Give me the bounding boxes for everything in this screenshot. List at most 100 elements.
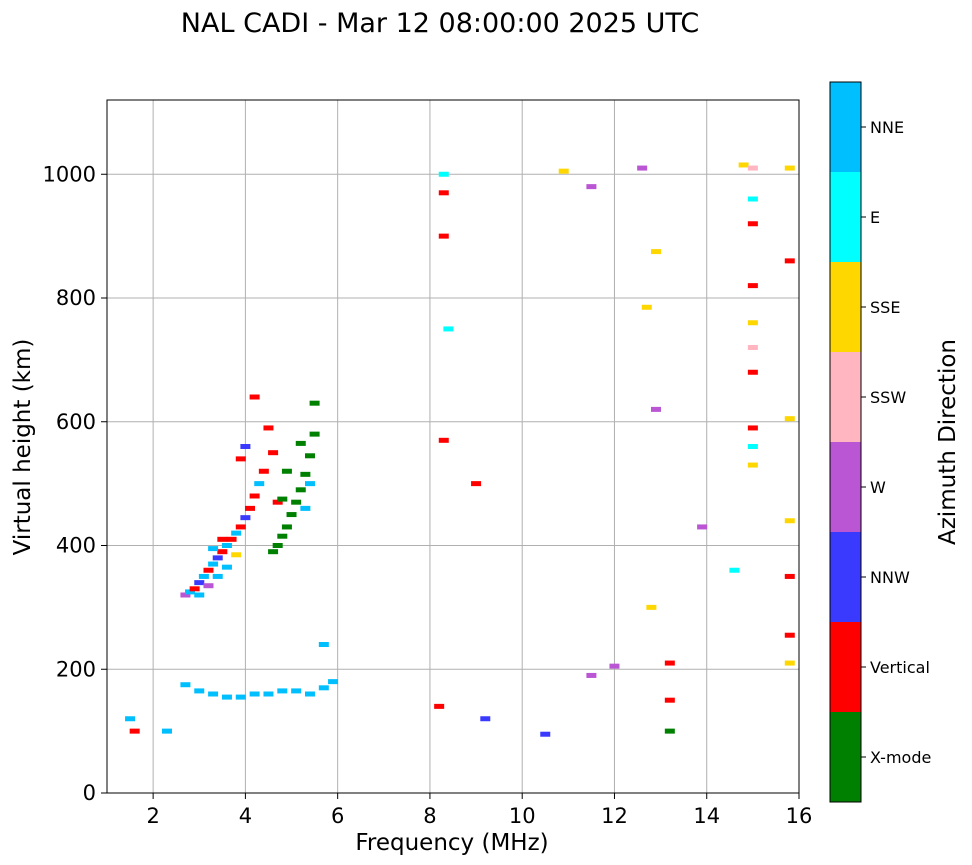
echo-point: [161, 728, 172, 734]
data-points: [125, 162, 795, 737]
echo-point: [664, 697, 675, 703]
echo-point: [198, 573, 209, 579]
x-tick-label: 16: [786, 804, 813, 828]
echo-point: [272, 499, 283, 505]
colorbar-swatch: [830, 172, 861, 263]
echo-point: [286, 512, 297, 518]
echo-point: [747, 425, 758, 431]
echo-point: [277, 496, 288, 502]
echo-point: [747, 320, 758, 326]
y-tick-label: 400: [56, 534, 96, 558]
colorbar-tick-label: Vertical: [870, 658, 930, 677]
echo-point: [747, 462, 758, 468]
echo-point: [263, 425, 274, 431]
echo-point: [240, 444, 251, 449]
y-tick-label: 600: [56, 410, 96, 434]
echo-point: [747, 369, 758, 375]
echo-point: [291, 499, 302, 505]
echo-point: [309, 431, 320, 437]
echo-point: [221, 543, 232, 548]
colorbar-tick-label: X-mode: [870, 748, 931, 767]
echo-point: [664, 728, 675, 734]
echo-point: [185, 589, 196, 595]
echo-point: [272, 543, 283, 548]
echo-point: [747, 444, 758, 449]
echo-point: [747, 345, 758, 350]
echo-point: [268, 450, 279, 456]
echo-point: [203, 583, 214, 589]
echo-point: [558, 168, 569, 174]
colorbar-swatch: [830, 82, 861, 173]
echo-point: [304, 481, 315, 487]
echo-point: [125, 716, 136, 722]
echo-point: [240, 515, 251, 521]
echo-point: [208, 546, 219, 552]
echo-point: [295, 440, 306, 446]
plot-frame: [106, 99, 800, 794]
echo-point: [438, 437, 449, 443]
colorbar-tick-label: SSE: [870, 298, 900, 317]
colorbar-swatch: [830, 532, 861, 623]
echo-point: [300, 505, 311, 511]
echo-point: [438, 233, 449, 239]
x-axis-ticks: 2 4 6 8 10 12 14 16: [146, 793, 812, 828]
colorbar-swatch: [830, 262, 861, 353]
echo-point: [254, 481, 265, 487]
colorbar-swatch: [830, 442, 861, 533]
echo-point: [281, 468, 292, 474]
y-axis-ticks: 0 200 400 600 800 1000: [43, 162, 107, 805]
echo-point: [268, 549, 279, 555]
x-tick-label: 2: [146, 804, 159, 828]
echo-point: [784, 258, 795, 264]
echo-point: [641, 304, 652, 310]
echo-point: [480, 716, 491, 722]
echo-point: [747, 221, 758, 227]
echo-point: [438, 171, 449, 177]
echo-point: [443, 326, 454, 332]
echo-point: [194, 688, 205, 694]
echo-point: [226, 536, 237, 542]
echo-point: [189, 586, 200, 592]
echo-point: [221, 694, 232, 700]
echo-point: [540, 731, 551, 737]
colorbar: NNE E SSE SSW W NNW Vertical X-mode: [829, 81, 931, 803]
echo-point: [586, 672, 597, 678]
echo-point: [697, 524, 708, 530]
echo-point: [300, 471, 311, 477]
chart-title: NAL CADI - Mar 12 08:00:00 2025 UTC: [181, 8, 699, 39]
echo-point: [646, 604, 657, 610]
y-tick-label: 1000: [43, 162, 96, 186]
colorbar-frame: [829, 81, 862, 803]
echo-point: [217, 549, 228, 555]
echo-point: [203, 567, 214, 573]
colorbar-tick-label: NNE: [870, 118, 904, 137]
echo-point: [309, 400, 320, 406]
echo-point: [438, 190, 449, 196]
y-axis-label: Virtual height (km): [10, 339, 36, 556]
y-tick-label: 800: [56, 286, 96, 310]
echo-point: [129, 728, 140, 734]
echo-point: [194, 580, 205, 586]
echo-point: [664, 660, 675, 666]
x-tick-label: 12: [601, 804, 628, 828]
echo-point: [784, 416, 795, 422]
x-axis-label: Frequency (MHz): [355, 830, 548, 856]
echo-point: [747, 165, 758, 171]
x-tick-label: 14: [693, 804, 720, 828]
echo-point: [650, 249, 661, 255]
colorbar-tick-label: E: [870, 208, 880, 227]
colorbar-tick-label: W: [870, 478, 886, 497]
echo-point: [235, 694, 246, 700]
echo-point: [249, 394, 260, 400]
echo-point: [784, 518, 795, 524]
echo-point: [281, 524, 292, 530]
echo-point: [784, 632, 795, 638]
echo-point: [729, 567, 740, 573]
x-tick-label: 4: [239, 804, 252, 828]
echo-point: [747, 283, 758, 289]
colorbar-tick-label: NNW: [870, 568, 910, 587]
echo-point: [194, 592, 205, 598]
colorbar-swatch: [830, 622, 861, 713]
grid-lines: [107, 100, 800, 794]
